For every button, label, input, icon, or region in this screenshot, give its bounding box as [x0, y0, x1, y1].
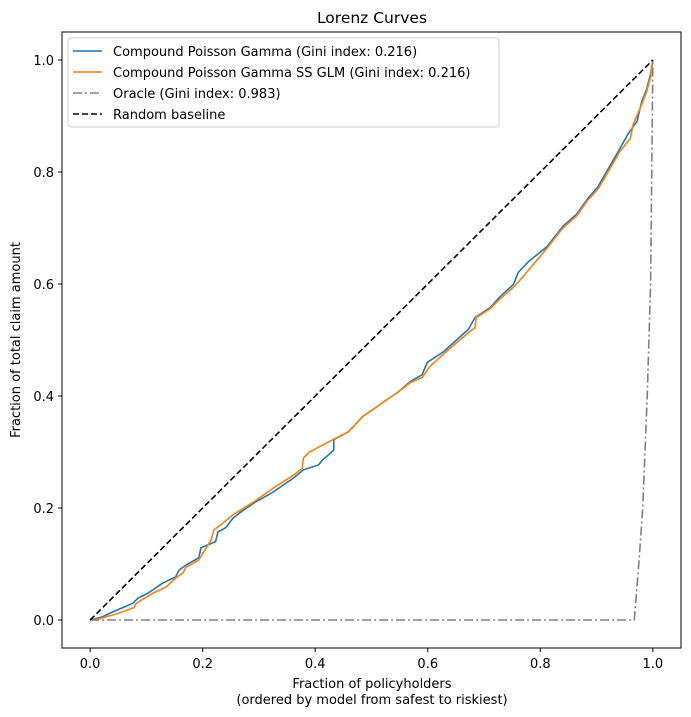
x-axis-label-line-2: (ordered by model from safest to riskies…	[236, 693, 507, 708]
x-tick-label: 0.6	[417, 657, 438, 672]
legend-label: Random baseline	[113, 108, 225, 123]
series-line-3	[89, 59, 654, 621]
x-tick-label: 0.8	[530, 657, 551, 672]
legend-label: Oracle (Gini index: 0.983)	[113, 87, 281, 102]
legend-box	[67, 37, 500, 128]
series-line-2	[90, 59, 654, 621]
x-axis: 0.0 0.2 0.4 0.6 0.8 1.0	[80, 648, 663, 672]
legend: Compound Poisson Gamma (Gini index: 0.21…	[67, 37, 500, 128]
y-tick-label: 0.8	[33, 166, 54, 181]
x-tick-label: 1.0	[643, 657, 664, 672]
y-tick-label: 1.0	[33, 54, 54, 69]
x-axis-label-line-1: Fraction of policyholders	[292, 677, 451, 692]
chart-title: Lorenz Curves	[317, 9, 427, 27]
y-tick-label: 0.4	[33, 390, 54, 405]
series-line-1	[90, 59, 654, 621]
y-axis: 0.0 0.2 0.4 0.6 0.8 1.0	[33, 54, 62, 629]
x-tick-label: 0.2	[192, 657, 213, 672]
y-tick-label: 0.0	[33, 614, 54, 629]
x-tick-label: 0.4	[305, 657, 326, 672]
y-axis-label: Fraction of total claim amount	[9, 242, 24, 438]
x-tick-label: 0.0	[80, 657, 101, 672]
legend-label: Compound Poisson Gamma SS GLM (Gini inde…	[113, 66, 470, 81]
axes-frame	[61, 31, 682, 649]
y-tick-label: 0.6	[33, 278, 54, 293]
plot-area	[89, 59, 654, 621]
y-tick-label: 0.2	[33, 502, 54, 517]
legend-label: Compound Poisson Gamma (Gini index: 0.21…	[113, 45, 417, 60]
